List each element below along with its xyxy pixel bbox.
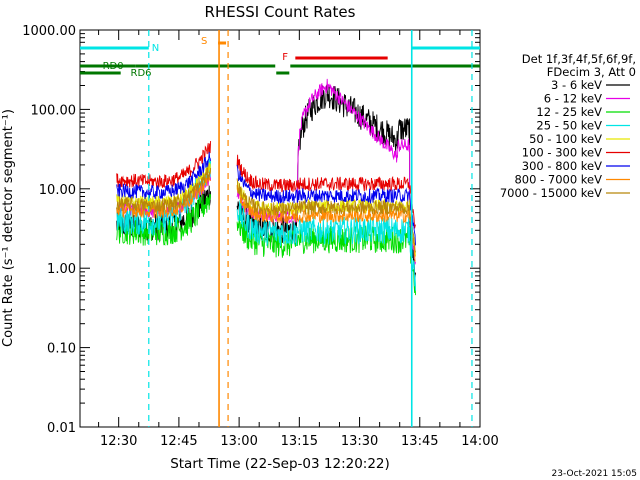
y-tick-label: 100.00 [31, 103, 77, 118]
x-tick-label: 13:30 [341, 434, 378, 449]
series-line [236, 154, 416, 229]
flag-label: RD0 [103, 61, 124, 72]
x-tick-label: 12:30 [100, 434, 137, 449]
flag-label: N [152, 43, 159, 54]
series-line [116, 140, 212, 188]
legend-entry-label: 300 - 800 keV [522, 159, 602, 173]
plot-timestamp: 23-Oct-2021 15:05 [552, 469, 637, 479]
attenuator-flags: N S F RD0 RD6 [80, 36, 480, 79]
x-tick-label: 13:15 [281, 434, 318, 449]
flag-label: S [201, 36, 207, 47]
x-tick-label: 12:45 [160, 434, 197, 449]
legend-entry-label: 12 - 25 keV [536, 105, 602, 119]
flag-label: F [282, 52, 288, 63]
y-tick-label: 1000.00 [22, 24, 76, 39]
event-marker-lines [148, 30, 473, 427]
legend-entry-label: 3 - 6 keV [551, 78, 602, 92]
series-line [236, 185, 416, 263]
series-line [236, 165, 416, 246]
x-tick-label: 14:00 [461, 434, 498, 449]
flag-label: RD6 [131, 68, 152, 79]
plot-frame [79, 29, 481, 428]
x-tick-label: 13:45 [401, 434, 438, 449]
series-line [116, 166, 212, 213]
y-tick-label: 1.00 [47, 262, 76, 277]
legend-entry-label: 25 - 50 keV [536, 119, 602, 133]
y-tick-label: 0.01 [47, 421, 76, 436]
x-axis-label: Start Time (22-Sep-03 12:20:22) [170, 456, 390, 472]
legend-entry-label: 100 - 300 keV [522, 146, 602, 160]
x-tick-label: 13:00 [220, 434, 257, 449]
series-line [236, 178, 416, 253]
series-line [116, 151, 212, 200]
chart-title: RHESSI Count Rates [205, 3, 356, 21]
series-lines [116, 78, 416, 296]
y-tick-label: 10.00 [39, 183, 76, 198]
legend-header: Det 1f,3f,4f,5f,6f,9f, [522, 52, 636, 66]
legend: Det 1f,3f,4f,5f,6f,9f,FDecim 3, Att 03 -… [500, 52, 636, 200]
series-line [236, 200, 416, 291]
legend-entry-label: 7000 - 15000 keV [500, 186, 602, 200]
series-line [116, 194, 212, 246]
legend-header: FDecim 3, Att 0 [547, 65, 636, 79]
y-axis-label: Count Rate (s⁻¹ detector segment⁻¹) [1, 109, 16, 347]
legend-entry-label: 800 - 7000 keV [514, 173, 602, 187]
legend-entry-label: 6 - 12 keV [544, 92, 602, 106]
axis-ticks: 12:30 12:45 13:00 13:15 13:30 13:45 14:00 0.01 0… [22, 24, 499, 449]
legend-entry-label: 50 - 100 keV [529, 132, 602, 146]
y-tick-label: 0.10 [47, 342, 76, 357]
